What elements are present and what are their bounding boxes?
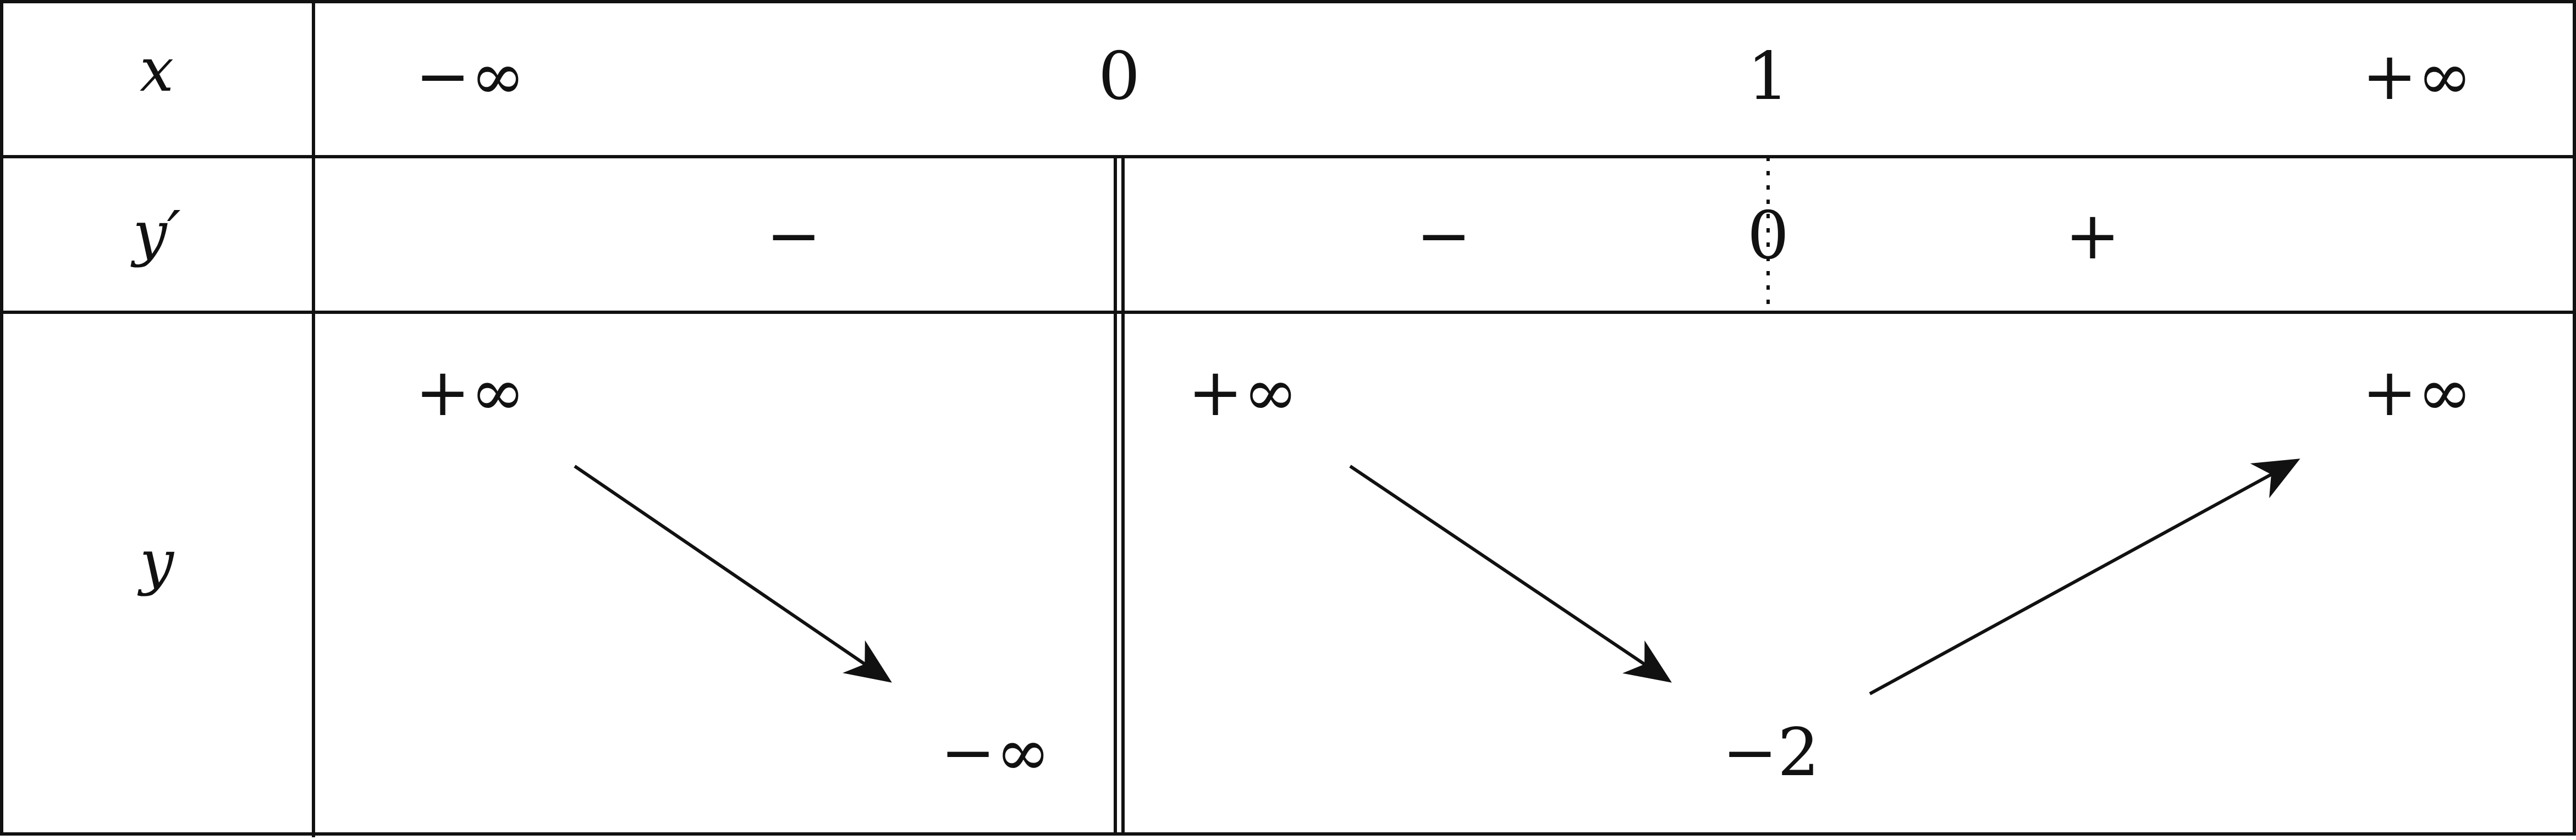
row-label-yprime: y′ [130,198,180,268]
arrow-decreasing-2 [1350,466,1666,679]
x-value-minus-infinity: −∞ [415,38,526,115]
x-value-plus-infinity: +∞ [2362,38,2473,115]
derivative-sign-1: − [766,198,822,274]
arrow-decreasing-1 [575,466,887,679]
variation-top-left: +∞ [415,355,526,431]
row-label-x: x [140,35,174,105]
variation-bottom-before-0: −∞ [940,715,1051,791]
derivative-zero-at-1: 0 [1747,198,1789,274]
row-label-y: y [137,527,175,597]
variation-min-at-1: −2 [1722,715,1820,791]
double-bar-undefined [1115,157,1123,836]
derivative-sign-3: + [2065,198,2121,274]
derivative-sign-2: − [1416,198,1472,274]
variation-top-right: +∞ [2362,355,2473,431]
variation-top-after-0: +∞ [1188,355,1298,431]
arrow-increasing [1870,462,2294,694]
x-value-zero: 0 [1098,38,1140,115]
x-value-one: 1 [1747,38,1789,115]
